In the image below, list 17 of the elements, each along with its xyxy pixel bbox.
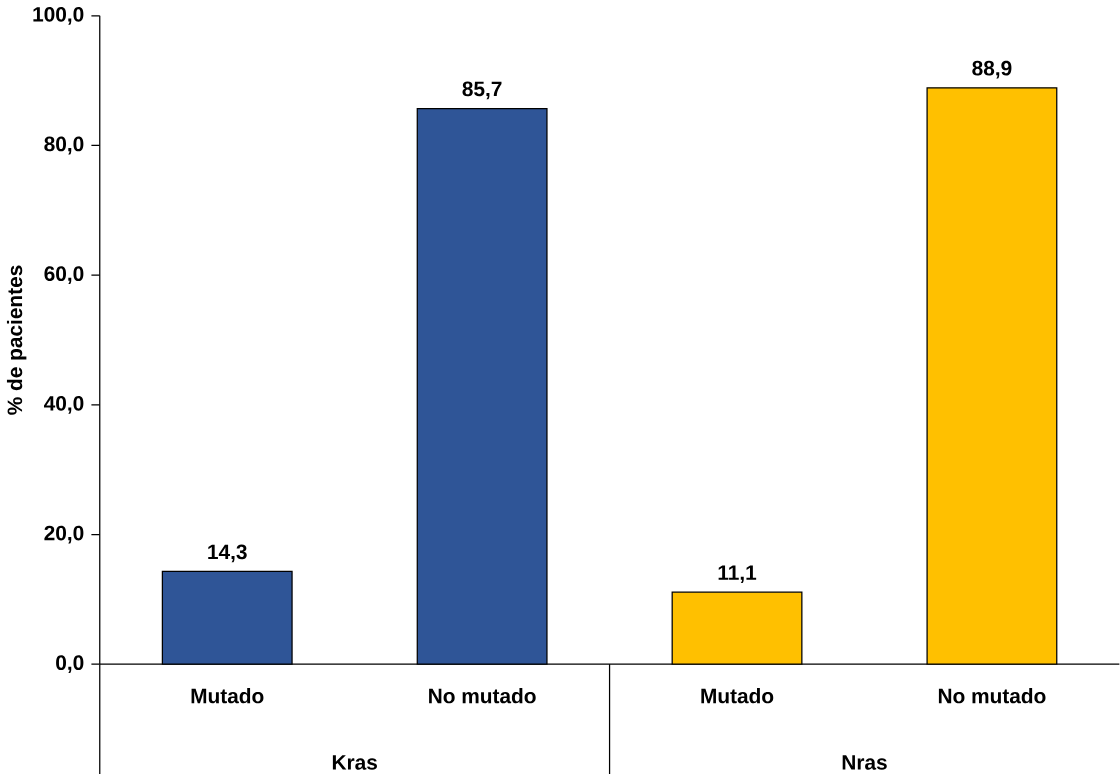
y-tick-label: 60,0: [44, 266, 84, 285]
x-tick-label: No mutado: [429, 688, 536, 704]
data-label: 14,3: [208, 544, 247, 563]
y-tick-label: 80,0: [44, 136, 84, 155]
data-label: 11,1: [718, 565, 757, 584]
y-tick-label: 0,0: [56, 655, 84, 674]
y-tick-label: 100,0: [33, 7, 84, 25]
x-tick-label: Mutado: [191, 688, 264, 704]
data-label: 85,7: [462, 81, 502, 100]
x-tick-label: No mutado: [938, 688, 1046, 704]
text: Kras: [332, 755, 377, 770]
x-tick-label: Mutado: [701, 688, 774, 704]
y-tick-label: 40,0: [44, 396, 84, 414]
text: Nras: [842, 755, 887, 770]
y-tick-label: 20,0: [44, 525, 84, 544]
y-axis-title: % de pacientes: [6, 265, 27, 415]
data-label: 88,9: [972, 60, 1012, 79]
